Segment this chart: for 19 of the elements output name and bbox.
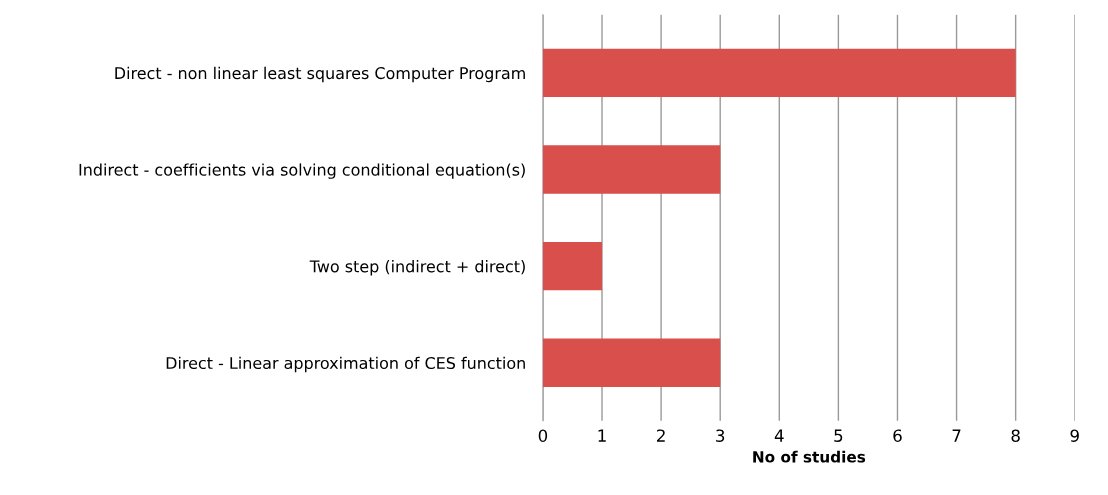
x-axis-title: No of studies bbox=[753, 450, 866, 463]
x-tick-label: 5 bbox=[834, 429, 843, 442]
bar bbox=[542, 241, 603, 291]
x-tick-label: 7 bbox=[952, 429, 961, 442]
y-tick-label: Indirect - coefficients via solving conditional equation(s) bbox=[79, 163, 525, 179]
x-tick-label: 8 bbox=[1011, 429, 1020, 442]
bar bbox=[542, 145, 721, 194]
y-tick-label: Two step (indirect + direct) bbox=[309, 260, 525, 276]
x-tick-label: 4 bbox=[774, 429, 784, 442]
x-tick-label: 1 bbox=[598, 429, 606, 442]
x-tick-label: 0 bbox=[538, 429, 548, 442]
x-tick-label: 3 bbox=[716, 429, 725, 442]
x-tick-label: 9 bbox=[1070, 429, 1079, 442]
y-tick-label: Direct - non linear least squares Computer Program bbox=[115, 66, 525, 83]
y-tick-label: Direct - Linear approximation of CES function bbox=[166, 356, 525, 373]
x-tick-label: 6 bbox=[893, 429, 902, 442]
x-tick-label: 2 bbox=[657, 429, 665, 442]
bar bbox=[542, 48, 1016, 97]
bar bbox=[542, 338, 721, 387]
